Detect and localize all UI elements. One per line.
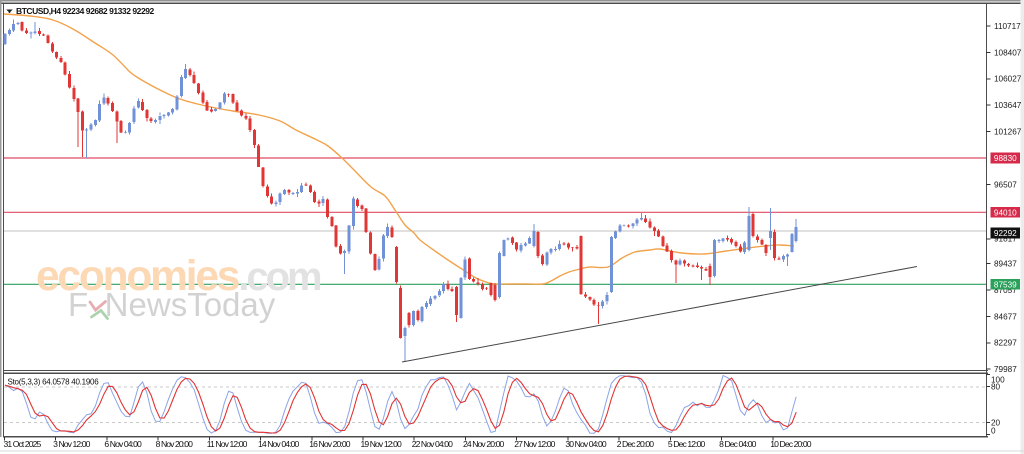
svg-text:80: 80 [991,383,1001,392]
svg-text:FxNewsToday: FxNewsToday [68,286,276,323]
svg-text:Sto(5,3,3) 64.0578 40.1906: Sto(5,3,3) 64.0578 40.1906 [8,377,100,386]
svg-text:87539: 87539 [994,280,1017,289]
svg-text:103647: 103647 [994,101,1022,110]
svg-text:82297: 82297 [994,339,1017,348]
svg-text:30 Nov 04:00: 30 Nov 04:00 [565,439,606,449]
svg-text:24 Nov 20:00: 24 Nov 20:00 [463,439,504,449]
svg-text:BTCUSD,H4 92234 92682 91332 9: BTCUSD,H4 92234 92682 91332 92292 [16,6,155,16]
svg-text:6 Nov 04:00: 6 Nov 04:00 [104,439,142,449]
svg-text:11 Nov 12:00: 11 Nov 12:00 [207,439,248,449]
svg-text:economies.com: economies.com [36,253,321,300]
svg-text:100: 100 [991,376,1005,385]
svg-text:31 Oct 2025: 31 Oct 2025 [4,439,42,449]
svg-text:0: 0 [991,426,996,435]
svg-text:27 Nov 12:00: 27 Nov 12:00 [514,439,555,449]
svg-text:20: 20 [991,419,1001,428]
svg-text:96507: 96507 [994,180,1017,189]
svg-text:84677: 84677 [994,312,1017,321]
svg-text:108407: 108407 [994,48,1022,57]
svg-text:110717: 110717 [994,22,1021,31]
svg-text:3 Nov 12:00: 3 Nov 12:00 [53,439,91,449]
svg-text:10 Dec 20:00: 10 Dec 20:00 [770,439,811,449]
svg-text:98830: 98830 [994,154,1017,163]
svg-text:87057: 87057 [994,286,1017,295]
svg-text:101267: 101267 [994,128,1022,137]
svg-text:92292: 92292 [994,229,1017,238]
svg-text:94010: 94010 [994,208,1017,217]
svg-text:89437: 89437 [994,260,1017,269]
svg-text:19 Nov 12:00: 19 Nov 12:00 [361,439,402,449]
svg-text:91817: 91817 [994,235,1017,244]
svg-text:8 Nov 20:00: 8 Nov 20:00 [156,439,194,449]
svg-text:5 Dec 12:00: 5 Dec 12:00 [668,439,706,449]
svg-text:22 Nov 04:00: 22 Nov 04:00 [412,439,453,449]
svg-text:14 Nov 04:00: 14 Nov 04:00 [258,439,299,449]
svg-text:8 Dec 04:00: 8 Dec 04:00 [719,439,757,449]
svg-text:16 Nov 20:00: 16 Nov 20:00 [309,439,350,449]
svg-text:2 Dec 20:00: 2 Dec 20:00 [617,439,655,449]
svg-text:79987: 79987 [994,365,1017,374]
svg-text:106027: 106027 [994,75,1022,84]
